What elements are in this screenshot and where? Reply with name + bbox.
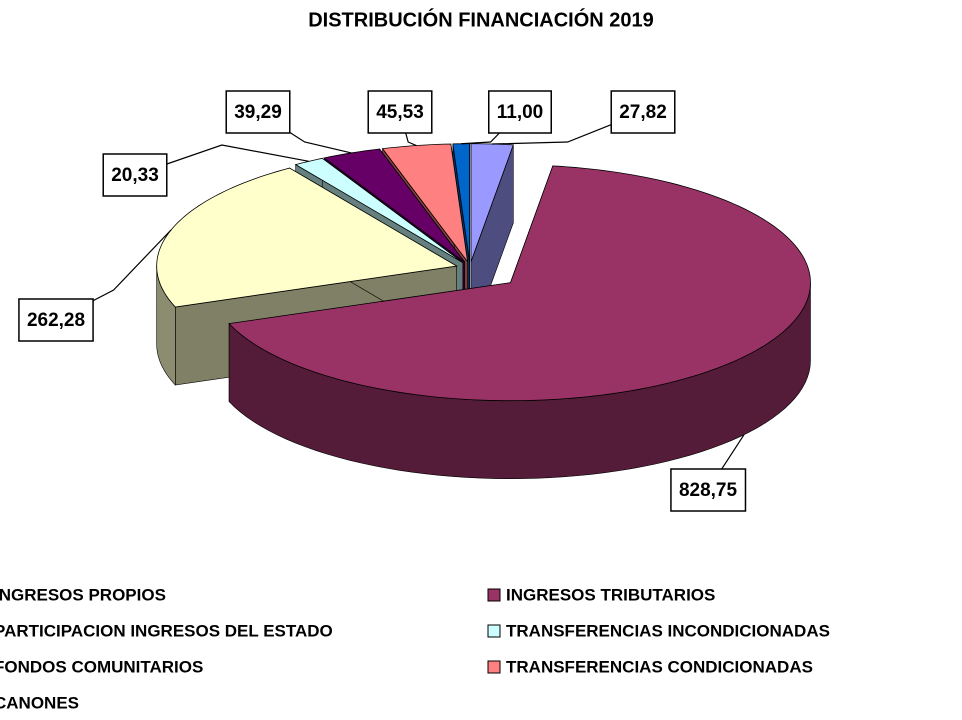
legend-label: TRANSFERENCIAS CONDICIONADAS bbox=[506, 657, 813, 676]
data-label-box bbox=[670, 468, 747, 512]
legend: INGRESOS PROPIOS INGRESOS TRIBUTARIOS PART… bbox=[0, 585, 830, 712]
data-label-box bbox=[367, 90, 433, 134]
data-label: 262,28 bbox=[27, 310, 85, 331]
slice bbox=[228, 165, 811, 402]
legend-label: CANONES bbox=[0, 693, 79, 712]
data-label: 27,82 bbox=[619, 102, 667, 123]
data-label: 828,75 bbox=[679, 480, 738, 501]
data-label-box bbox=[102, 153, 168, 197]
data-label-box bbox=[18, 298, 94, 342]
data-label: 11,00 bbox=[497, 102, 544, 123]
data-label-box bbox=[225, 90, 291, 134]
legend-swatch bbox=[487, 660, 501, 674]
data-label-box bbox=[488, 90, 552, 134]
legend-label: INGRESOS TRIBUTARIOS bbox=[506, 585, 715, 604]
legend-label: FONDOS COMUNITARIOS bbox=[0, 657, 203, 676]
pie bbox=[156, 143, 811, 479]
data-label-box bbox=[610, 90, 676, 134]
legend-swatch bbox=[487, 588, 501, 602]
legend-label: PARTICIPACION INGRESOS DEL ESTADO bbox=[0, 621, 333, 640]
chart-title: DISTRIBUCIÓN FINANCIACIÓN 2019 bbox=[308, 7, 654, 31]
data-label: 39,29 bbox=[234, 102, 282, 123]
legend-swatch bbox=[487, 624, 501, 638]
data-label: 20,33 bbox=[111, 165, 159, 186]
legend-label: INGRESOS PROPIOS bbox=[0, 585, 166, 604]
legend-label: TRANSFERENCIAS INCONDICIONADAS bbox=[506, 621, 830, 640]
data-label: 45,53 bbox=[376, 102, 424, 123]
data-labels: 27,82 828,75 262,28 20,33 39,29 45,53 11,00 bbox=[18, 90, 747, 512]
slice bbox=[294, 157, 464, 263]
